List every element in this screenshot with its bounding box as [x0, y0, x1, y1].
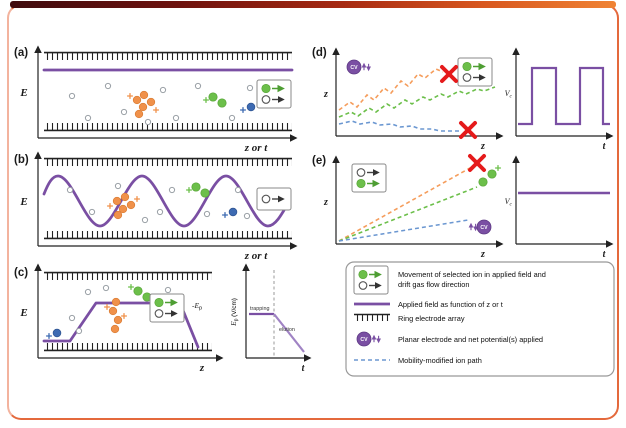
green-ion-pair [185, 182, 210, 198]
panel-d-waveform-plot: Vc t [505, 47, 614, 152]
orange-ion-packet [106, 192, 141, 220]
square-waveform-line [518, 66, 610, 126]
panel-b: (b) E z or t [14, 151, 298, 262]
blue-ion [45, 328, 62, 340]
ion-loss-x-icon [468, 154, 486, 172]
panel-b-label: (b) [14, 154, 29, 166]
trapping-label: trapping [250, 306, 269, 312]
elution-label: elution [279, 327, 295, 333]
legend-item-applied-field: Applied field as function of z or t [354, 300, 503, 309]
legend-item-ion-movement: Movement of selected ion in applied fiel… [354, 266, 546, 294]
panel-a-label: (a) [14, 47, 28, 59]
waveform-xlabel: t [603, 249, 607, 260]
ion-path-green [338, 86, 496, 118]
orange-ion-packet [103, 297, 128, 334]
panel-a-xlabel: z or t [244, 142, 269, 154]
blue-ion [221, 207, 238, 219]
panel-c-label: (c) [14, 267, 28, 279]
ring-electrode-array-bottom [44, 123, 292, 132]
legend-text: Applied field as function of z or t [398, 300, 503, 309]
panel-c-xlabel: z [199, 362, 205, 374]
ion-direction-box [150, 294, 184, 322]
legend-text: Movement of selected ion in applied fiel… [398, 270, 546, 279]
ion-loss-x-icon [459, 121, 477, 139]
ion-path-green [338, 186, 478, 242]
orange-ion-packet [126, 90, 160, 119]
blue-ion [239, 102, 256, 114]
profile-xlabel: t [302, 363, 306, 374]
ion-direction-icon [354, 266, 388, 294]
panel-a: (a) E z or t [14, 45, 298, 154]
panel-d-xlabel: z [480, 141, 485, 152]
travelling-wave-field-line [42, 174, 292, 228]
ring-electrode-array-top [44, 271, 212, 280]
legend-item-ion-path: Mobility-modified ion path [354, 356, 482, 365]
trapping-field-line [42, 301, 200, 349]
panel-e-xlabel: z [480, 249, 485, 260]
legend-border [345, 261, 615, 377]
legend-item-ring-electrode: Ring electrode array [354, 313, 465, 323]
panel-b-xlabel: z or t [244, 250, 269, 262]
ion-path-blue [338, 120, 461, 132]
green-ion-pair [478, 164, 502, 187]
elution-ramp-line [273, 313, 305, 353]
ring-electrode-icon [354, 313, 390, 321]
legend-text: drift gas flow direction [398, 280, 469, 289]
panel-c-profile-plot: Ep(V/cm) t trapping elution [229, 263, 312, 374]
ring-electrode-array-top [44, 51, 292, 60]
panel-e: (e) z z Vc [312, 154, 614, 260]
ring-electrode-array-bottom [44, 343, 212, 352]
legend-text: Planar electrode and net potential(s) ap… [398, 335, 543, 344]
ring-electrode-array-top [44, 157, 292, 166]
top-gradient-bar [10, 1, 616, 8]
potential-arrows [364, 64, 369, 70]
potential-arrows [471, 224, 476, 230]
neutral-gas-molecules [68, 82, 254, 126]
profile-ylabel: Ep(V/cm) [229, 298, 240, 327]
ion-path-orange [338, 68, 444, 111]
panel-e-label: (e) [312, 155, 326, 167]
panel-e-ylabel: z [323, 197, 328, 208]
panel-d: (d) z z Vc t [312, 47, 614, 152]
plateau-field-label: -Ep [192, 301, 202, 312]
waveform-ylabel: Vc [505, 197, 513, 208]
waveform-xlabel: t [603, 141, 607, 152]
panel-d-label: (d) [312, 47, 327, 59]
green-ion-pair [202, 92, 227, 108]
ion-path-blue [338, 219, 469, 242]
legend-text: Ring electrode array [398, 314, 465, 323]
ion-loss-x-icon [440, 65, 458, 83]
ion-direction-box [458, 58, 492, 86]
panel-b-ylabel: E [19, 196, 27, 208]
panel-d-ylabel: z [323, 89, 328, 100]
planar-electrode-icon [356, 331, 372, 347]
legend-box: Movement of selected ion in applied fiel… [345, 261, 615, 377]
green-ion-pair [127, 283, 152, 302]
waveform-ylabel: Vc [505, 89, 513, 100]
cv-electrode [476, 219, 492, 235]
legend-item-planar-electrode: Planar electrode and net potential(s) ap… [356, 331, 543, 347]
neutral-gas-molecules [66, 182, 251, 224]
neutral-gas-molecules [68, 284, 172, 335]
ion-path-orange [338, 167, 471, 242]
gas-direction-box [257, 188, 291, 210]
panel-c-ylabel: E [19, 307, 27, 319]
panel-e-waveform-plot: Vc t [505, 155, 614, 260]
cv-electrode [346, 59, 362, 75]
ring-electrode-array-bottom [44, 231, 292, 240]
ion-direction-box [257, 80, 291, 108]
panel-c: (c) E z [14, 263, 312, 374]
legend-text: Mobility-modified ion path [398, 356, 482, 365]
panel-a-ylabel: E [19, 87, 27, 99]
ion-direction-box [352, 164, 386, 192]
